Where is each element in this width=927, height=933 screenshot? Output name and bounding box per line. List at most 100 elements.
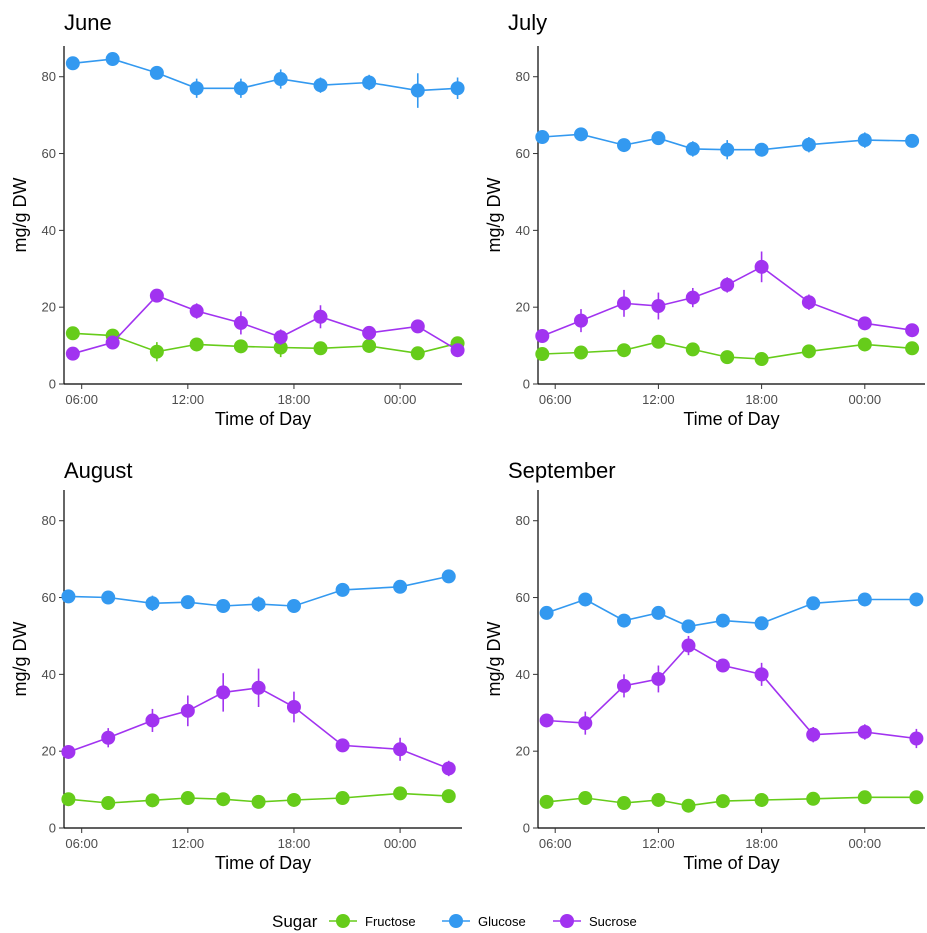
data-point — [681, 638, 696, 653]
series-line — [542, 340, 913, 360]
data-point — [273, 340, 288, 355]
data-point — [681, 619, 696, 634]
series-line — [68, 686, 449, 770]
data-point — [189, 337, 204, 352]
data-point — [149, 65, 164, 80]
data-point — [857, 337, 872, 352]
x-tick-label: 18:00 — [745, 392, 778, 407]
panel-title: June — [64, 10, 112, 35]
data-point — [617, 343, 631, 358]
x-axis-title: Time of Day — [683, 409, 779, 429]
data-point — [905, 323, 920, 338]
y-tick-label: 20 — [42, 300, 56, 315]
data-point — [617, 796, 631, 811]
y-tick-label: 0 — [523, 377, 530, 392]
data-point — [715, 613, 730, 628]
series-line — [68, 575, 449, 607]
legend-key-point — [336, 914, 350, 928]
panel-june: June 0 20 40 60 80 06:00 12:00 18:00 00:00 Time of… — [10, 10, 465, 429]
data-point — [189, 81, 204, 96]
legend-label: Sucrose — [589, 914, 637, 929]
data-point — [410, 83, 425, 98]
data-point — [233, 339, 248, 354]
panel-september: September 0 20 40 60 80 06:00 12:00 18:00 00:00 Ti… — [484, 458, 925, 873]
data-point — [362, 75, 377, 90]
series-fructose — [539, 790, 924, 813]
data-point — [189, 304, 204, 319]
data-point — [857, 790, 872, 805]
data-point — [251, 597, 266, 612]
data-point — [410, 319, 425, 334]
data-point — [801, 137, 816, 152]
data-point — [450, 343, 465, 358]
data-point — [393, 786, 408, 801]
series-sucrose — [535, 251, 920, 343]
data-point — [65, 346, 80, 361]
y-tick-label: 40 — [516, 223, 530, 238]
x-tick-label: 00:00 — [849, 392, 882, 407]
x-axis-title: Time of Day — [215, 409, 311, 429]
data-point — [313, 309, 328, 324]
series-sucrose — [539, 635, 924, 749]
data-point — [286, 598, 301, 613]
data-point — [909, 592, 924, 607]
data-point — [681, 798, 696, 813]
data-point — [857, 724, 872, 739]
series-glucose — [61, 569, 456, 613]
data-point — [578, 791, 593, 806]
data-point — [754, 616, 769, 631]
data-point — [685, 290, 700, 305]
legend-item-fructose: Fructose — [329, 914, 416, 929]
data-point — [857, 133, 872, 148]
data-point — [286, 792, 301, 807]
data-point — [251, 680, 266, 695]
panel-title: September — [508, 458, 616, 483]
data-point — [617, 678, 631, 693]
x-tick-label: 06:00 — [65, 392, 98, 407]
data-point — [539, 713, 554, 728]
panel-title: August — [64, 458, 133, 483]
series-line — [72, 294, 459, 355]
y-tick-label: 60 — [516, 590, 530, 605]
data-point — [65, 56, 80, 71]
series-fructose — [65, 326, 465, 362]
data-point — [335, 738, 350, 753]
panel-august: August 0 20 40 60 80 06:00 12:00 18:00 00:00 Time … — [10, 458, 462, 873]
data-point — [617, 138, 631, 153]
series-line — [68, 792, 449, 804]
series-fructose — [535, 334, 920, 367]
x-tick-label: 00:00 — [849, 836, 882, 851]
data-point — [574, 345, 588, 360]
data-point — [909, 790, 924, 805]
x-tick-label: 18:00 — [745, 836, 778, 851]
data-point — [149, 344, 164, 359]
series-line — [546, 796, 917, 807]
series-fructose — [61, 786, 456, 811]
data-point — [754, 352, 769, 367]
data-point — [905, 133, 920, 148]
data-point — [574, 313, 588, 328]
data-point — [105, 52, 120, 67]
data-point — [233, 315, 248, 330]
data-point — [651, 334, 666, 349]
x-tick-label: 12:00 — [642, 836, 675, 851]
data-point — [685, 141, 700, 156]
x-tick-label: 12:00 — [172, 392, 205, 407]
data-point — [393, 742, 408, 757]
y-axis-title: mg/g DW — [484, 621, 504, 696]
data-point — [393, 579, 408, 594]
data-point — [754, 142, 769, 157]
data-point — [101, 796, 116, 811]
legend-title: Sugar — [272, 912, 318, 931]
series-glucose — [65, 52, 465, 108]
data-point — [410, 346, 425, 361]
data-point — [651, 792, 666, 807]
data-point — [216, 792, 231, 807]
y-tick-label: 60 — [516, 146, 530, 161]
series-line — [72, 58, 458, 92]
data-point — [720, 350, 735, 365]
data-point — [335, 582, 350, 597]
data-point — [251, 794, 266, 809]
legend-item-glucose: Glucose — [442, 914, 526, 929]
